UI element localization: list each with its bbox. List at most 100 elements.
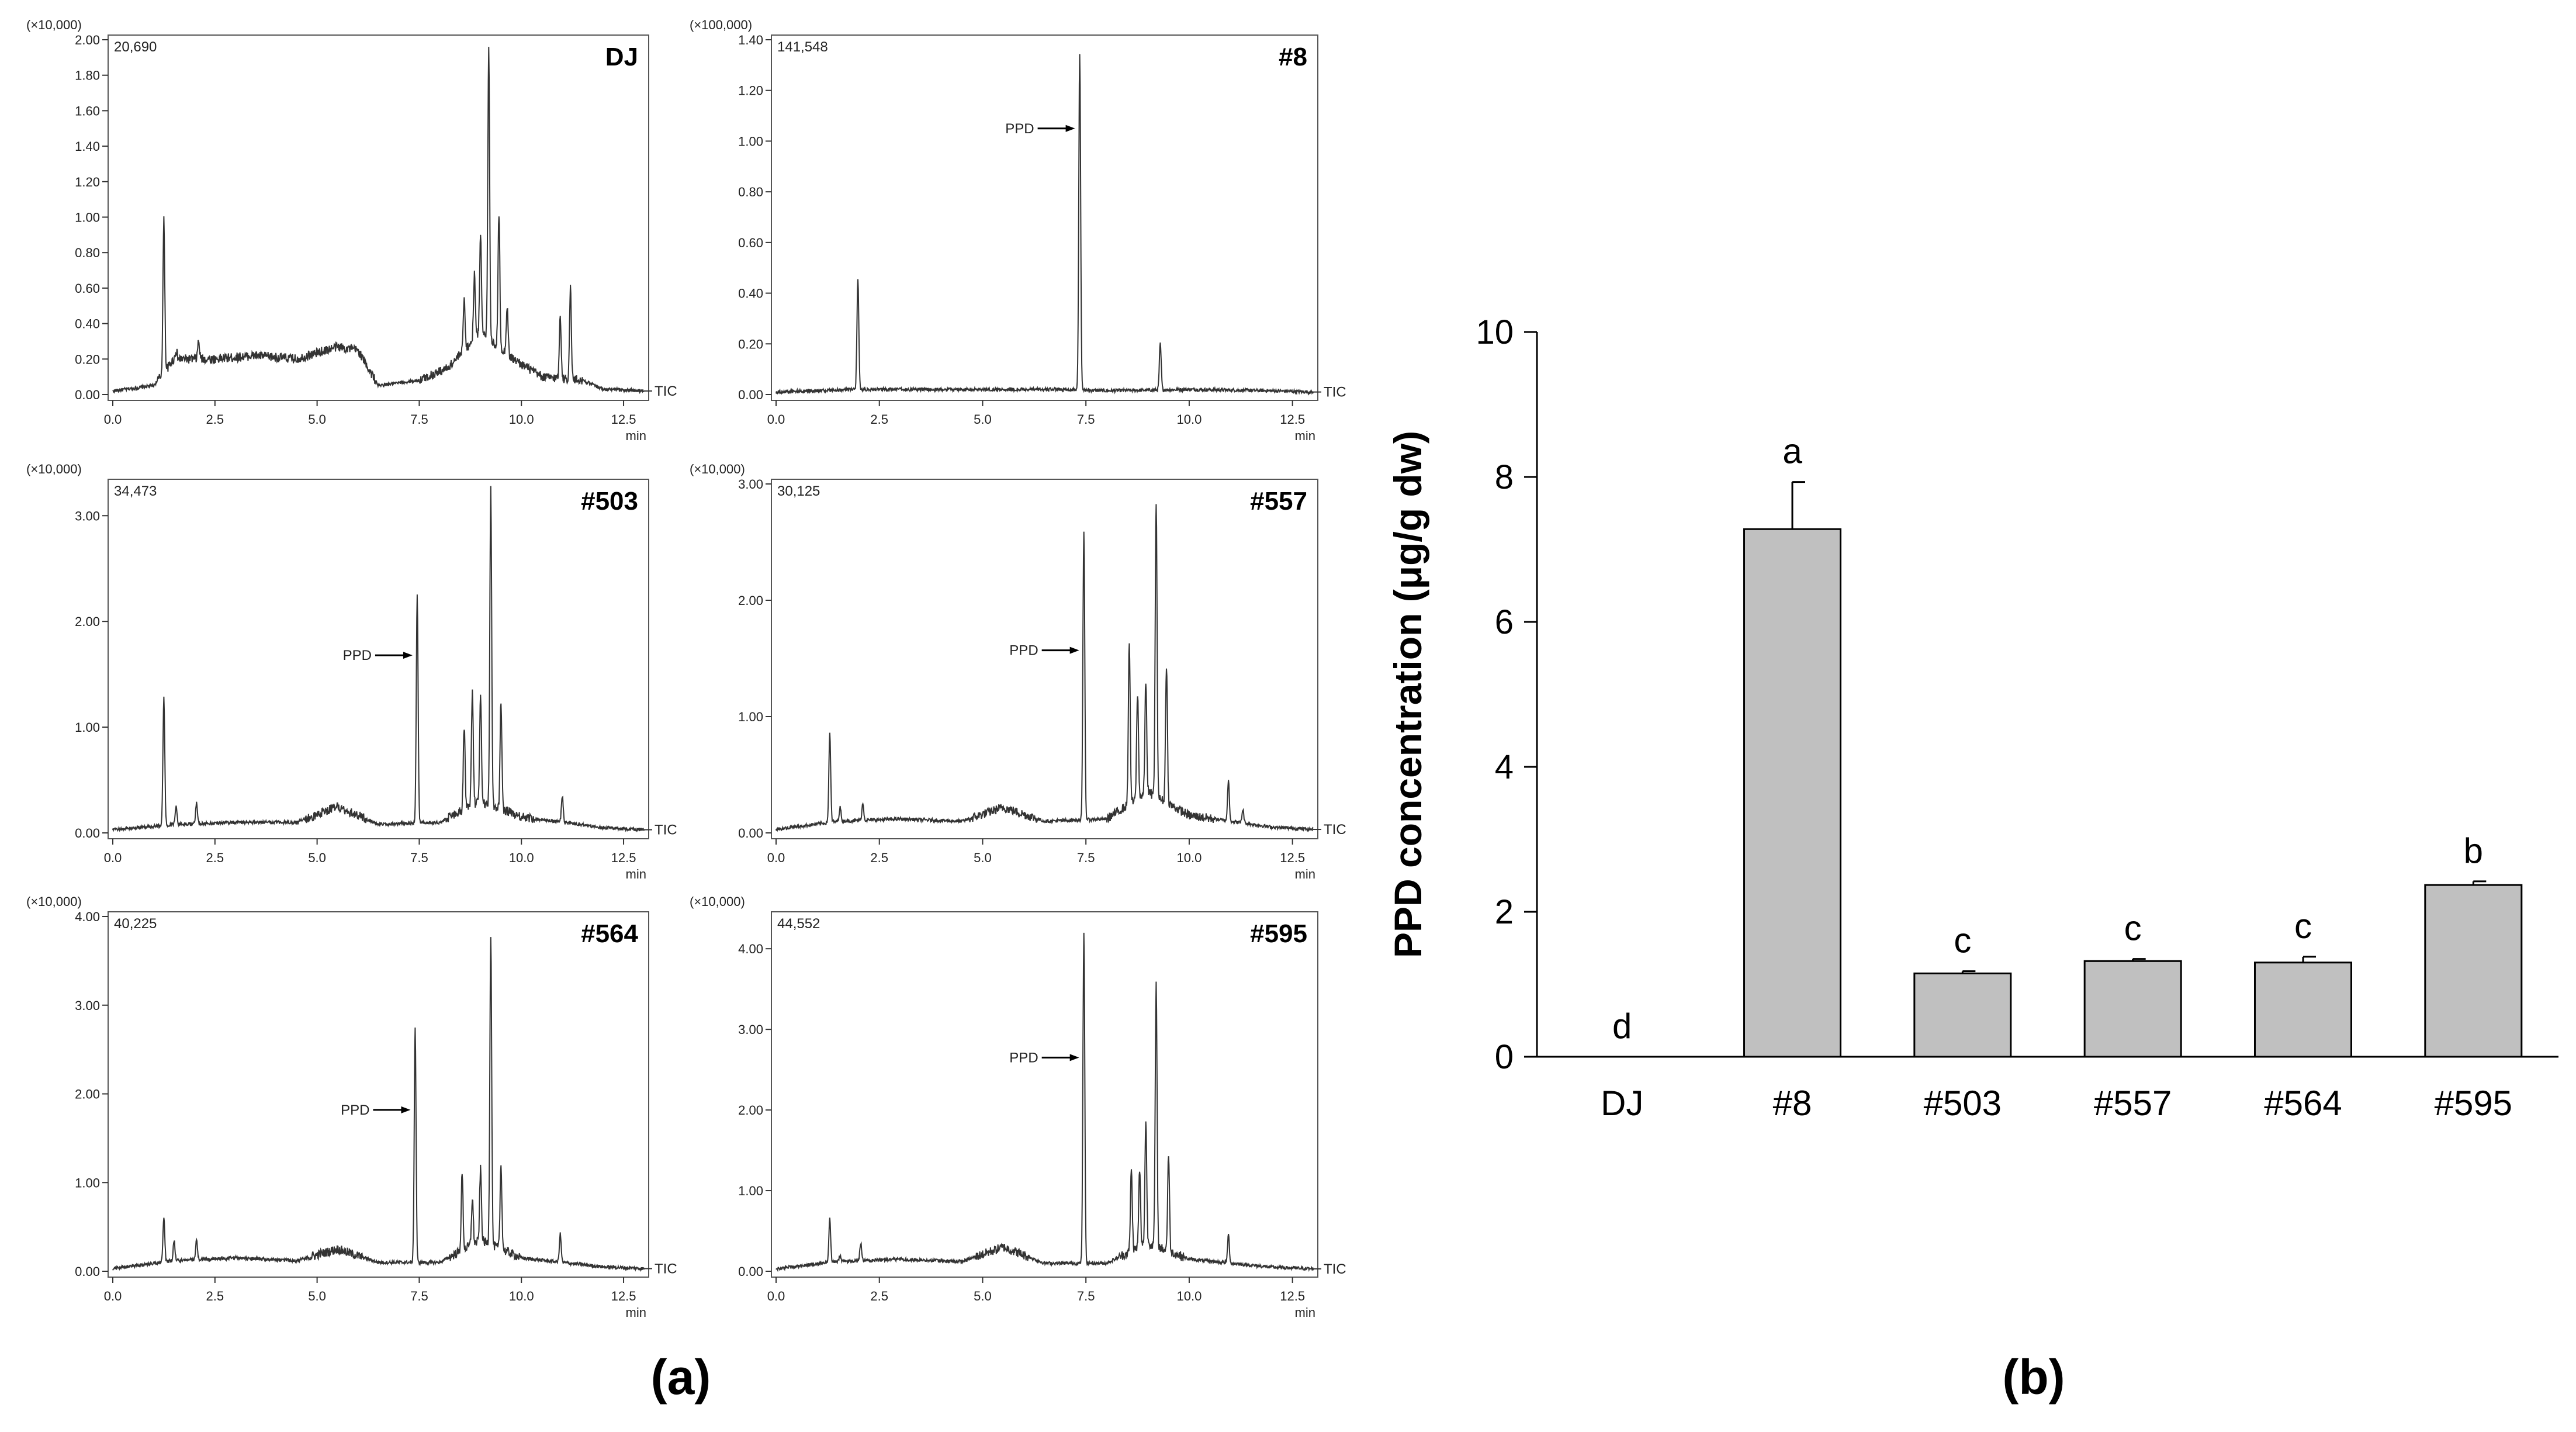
y-tick-label: 1.60 <box>75 103 100 118</box>
y-tick-label: 0.00 <box>738 388 763 402</box>
x-tick-label: 0.0 <box>104 1289 122 1303</box>
scale-factor-label: (×10,000) <box>26 18 82 32</box>
chromatogram-557: 0.00 1.00 2.00 3.00 0.0 2.5 5.0 7.5 10.0 12.5 min (… <box>690 462 1346 881</box>
x-tick-label: 7.5 <box>1077 412 1095 427</box>
x-tick-label: 7.5 <box>1077 1289 1095 1303</box>
y-tick-label: 2.00 <box>75 614 100 629</box>
y-tick-label: 1.00 <box>738 710 763 724</box>
y-tick-label: 0.80 <box>738 185 763 199</box>
chromatogram-panels: 0.00 0.20 0.40 0.60 0.80 1.00 1.20 1.40 1.60 1.80… <box>26 18 1346 1320</box>
x-tick-label: 12.5 <box>611 1289 636 1303</box>
tic-label: TIC <box>655 822 677 838</box>
bar-8 <box>1743 528 1841 1058</box>
ppd-arrow-head <box>1069 646 1079 654</box>
chromatogram-title: DJ <box>605 43 638 71</box>
tic-label: TIC <box>1324 822 1346 838</box>
bar-557 <box>2083 960 2182 1058</box>
y-tick-label: 4.00 <box>738 942 763 956</box>
tic-trace <box>112 486 645 832</box>
plot-frame <box>771 911 1318 1278</box>
x-tick-label: 2.5 <box>206 1289 224 1303</box>
y-tick-label: 0.00 <box>75 1264 100 1279</box>
ppd-arrow-label: PPD <box>341 1102 369 1118</box>
x-tick-label: 12.5 <box>611 850 636 865</box>
y-tick-label: 2.00 <box>75 33 100 47</box>
x-tick-label: 2.5 <box>870 412 888 427</box>
x-axis-label: min <box>626 1305 646 1320</box>
y-tick-label: 1.80 <box>75 68 100 83</box>
significance-letter-8: a <box>1782 432 1802 471</box>
x-tick-label: 2.5 <box>206 412 224 427</box>
x-axis-label: min <box>1295 1305 1315 1320</box>
x-tick-label: 5.0 <box>974 412 992 427</box>
y-tick-label: 1.20 <box>738 84 763 98</box>
chromatogram-title: #503 <box>581 487 638 516</box>
ppd-arrow-label: PPD <box>1005 121 1034 137</box>
y-tick-label: 1.00 <box>738 1184 763 1198</box>
x-tick-label: 5.0 <box>974 850 992 865</box>
x-tick-label: 2.5 <box>870 850 888 865</box>
bar-564 <box>2254 961 2352 1058</box>
x-tick-label: 7.5 <box>1077 850 1095 865</box>
x-tick-label: 0.0 <box>767 412 785 427</box>
chromatogram-503: 0.00 1.00 2.00 3.00 0.0 2.5 5.0 7.5 10.0 12.5 min (… <box>26 462 677 881</box>
y-tick-label: 3.00 <box>75 998 100 1013</box>
plot-frame <box>108 34 649 401</box>
chromatogram-595: 0.00 1.00 2.00 3.00 4.00 0.0 2.5 5.0 7.5 10.0 12.5… <box>690 894 1346 1320</box>
y-axis-label: PPD concentration (μg/g dw) <box>1386 431 1429 958</box>
x-tick-label: 5.0 <box>308 850 326 865</box>
y-tick-label: 0.00 <box>75 826 100 840</box>
x-tick-label: 2.5 <box>870 1289 888 1303</box>
scale-factor-label: (×10,000) <box>690 462 745 476</box>
plot-frame <box>108 911 649 1278</box>
x-tick-label: 5.0 <box>308 412 326 427</box>
tic-trace <box>112 47 645 395</box>
panel-label-a: (a) <box>651 1350 711 1405</box>
significance-letter-dj: d <box>1612 1006 1632 1046</box>
x-tick-label: 0.0 <box>104 850 122 865</box>
x-tick-label: 12.5 <box>611 412 636 427</box>
y-tick-label: 4.00 <box>75 909 100 924</box>
x-tick-label: 10.0 <box>509 850 534 865</box>
x-tick-label-503: #503 <box>1924 1084 2002 1123</box>
scale-factor-label: (×10,000) <box>26 894 82 909</box>
y-tick-label: 3.00 <box>738 1022 763 1037</box>
x-tick-label-dj: DJ <box>1601 1084 1643 1123</box>
intensity-label: 44,552 <box>777 916 820 932</box>
y-tick-label: 0.40 <box>75 317 100 331</box>
bar-503 <box>1913 972 2012 1058</box>
y-tick-label: 0.40 <box>738 286 763 301</box>
intensity-label: 34,473 <box>114 483 157 499</box>
y-tick-label: 0.00 <box>738 1264 763 1279</box>
y-tick-label: 0.60 <box>75 281 100 296</box>
bar-chart-panel: 0 2 4 6 8 10 PPD concentration (μg/g dw) d DJ a #8… <box>1386 313 2558 1123</box>
chromatogram-564: 0.00 1.00 2.00 3.00 4.00 0.0 2.5 5.0 7.5 10.0 12.5… <box>26 894 677 1320</box>
y-tick-label: 3.00 <box>75 509 100 523</box>
y-tick-label: 6 <box>1495 603 1514 641</box>
significance-letter-595: b <box>2464 831 2483 870</box>
intensity-label: 30,125 <box>777 483 820 499</box>
y-tick-label: 0 <box>1495 1038 1514 1076</box>
intensity-label: 40,225 <box>114 916 157 932</box>
scale-factor-label: (×10,000) <box>26 462 82 476</box>
y-tick-label: 2.00 <box>738 593 763 608</box>
x-tick-label-595: #595 <box>2435 1084 2512 1123</box>
x-tick-label: 5.0 <box>974 1289 992 1303</box>
bar-595 <box>2424 884 2523 1058</box>
ppd-arrow-label: PPD <box>1009 643 1038 659</box>
y-tick-label: 0.20 <box>738 337 763 351</box>
x-tick-label: 10.0 <box>1177 412 1202 427</box>
x-tick-label: 7.5 <box>410 412 428 427</box>
intensity-label: 20,690 <box>114 39 157 55</box>
x-axis-label: min <box>626 867 646 881</box>
y-tick-label: 4 <box>1495 748 1514 786</box>
tic-label: TIC <box>655 383 677 399</box>
y-tick-label: 10 <box>1476 313 1514 351</box>
y-tick-label: 1.00 <box>75 1175 100 1190</box>
y-tick-label: 2.00 <box>738 1103 763 1118</box>
y-tick-label: 1.20 <box>75 175 100 189</box>
scale-factor-label: (×10,000) <box>690 894 745 909</box>
x-tick-label: 10.0 <box>509 1289 534 1303</box>
x-tick-label: 0.0 <box>104 412 122 427</box>
